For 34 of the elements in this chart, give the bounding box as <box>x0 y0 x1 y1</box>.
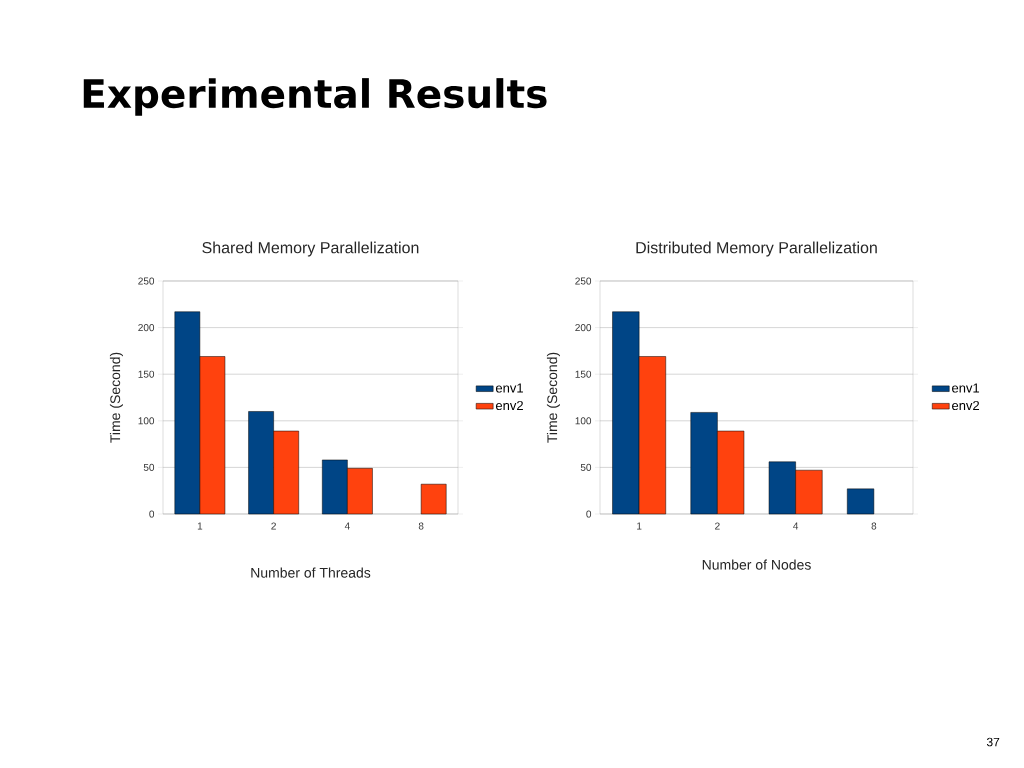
x-tick-label: 2 <box>715 522 720 530</box>
x-tick-label: 2 <box>271 522 276 530</box>
legend-label: env1 <box>952 383 980 393</box>
y-tick-label: 50 <box>580 463 592 471</box>
legend-label: env1 <box>495 383 523 393</box>
x-axis-title: Number of Nodes <box>702 559 811 570</box>
legend-label: env2 <box>952 400 980 411</box>
x-tick-label: 1 <box>197 522 203 530</box>
x-tick-label: 1 <box>637 522 642 530</box>
y-tick-label: 200 <box>138 324 155 332</box>
y-tick-label: 250 <box>575 277 592 285</box>
y-axis-title: Time (Second) <box>109 352 123 443</box>
x-axis-title: Number of Threads <box>251 567 371 578</box>
y-tick-label: 0 <box>149 510 155 518</box>
x-tick-label: 4 <box>344 522 350 530</box>
y-axis-title: Time (Second) <box>546 352 560 443</box>
x-tick-label: 8 <box>871 522 877 530</box>
bar <box>847 488 875 515</box>
legend-label: env2 <box>495 400 523 411</box>
text: 37 <box>986 737 1000 747</box>
x-tick-label: 8 <box>418 522 424 530</box>
y-tick-label: 150 <box>575 370 592 378</box>
y-tick-label: 150 <box>138 370 155 378</box>
text: Experimental Results <box>83 78 547 116</box>
y-tick-label: 50 <box>143 463 155 471</box>
y-tick-label: 100 <box>138 417 155 425</box>
y-tick-label: 200 <box>575 324 592 332</box>
y-tick-label: 0 <box>586 510 592 518</box>
chart-title: Shared Memory Parallelization <box>202 241 419 257</box>
y-tick-label: 250 <box>138 277 155 285</box>
chart-title: Distributed Memory Parallelization <box>636 241 877 257</box>
x-tick-label: 4 <box>793 522 799 530</box>
bar <box>420 483 447 515</box>
y-tick-label: 100 <box>575 417 592 425</box>
